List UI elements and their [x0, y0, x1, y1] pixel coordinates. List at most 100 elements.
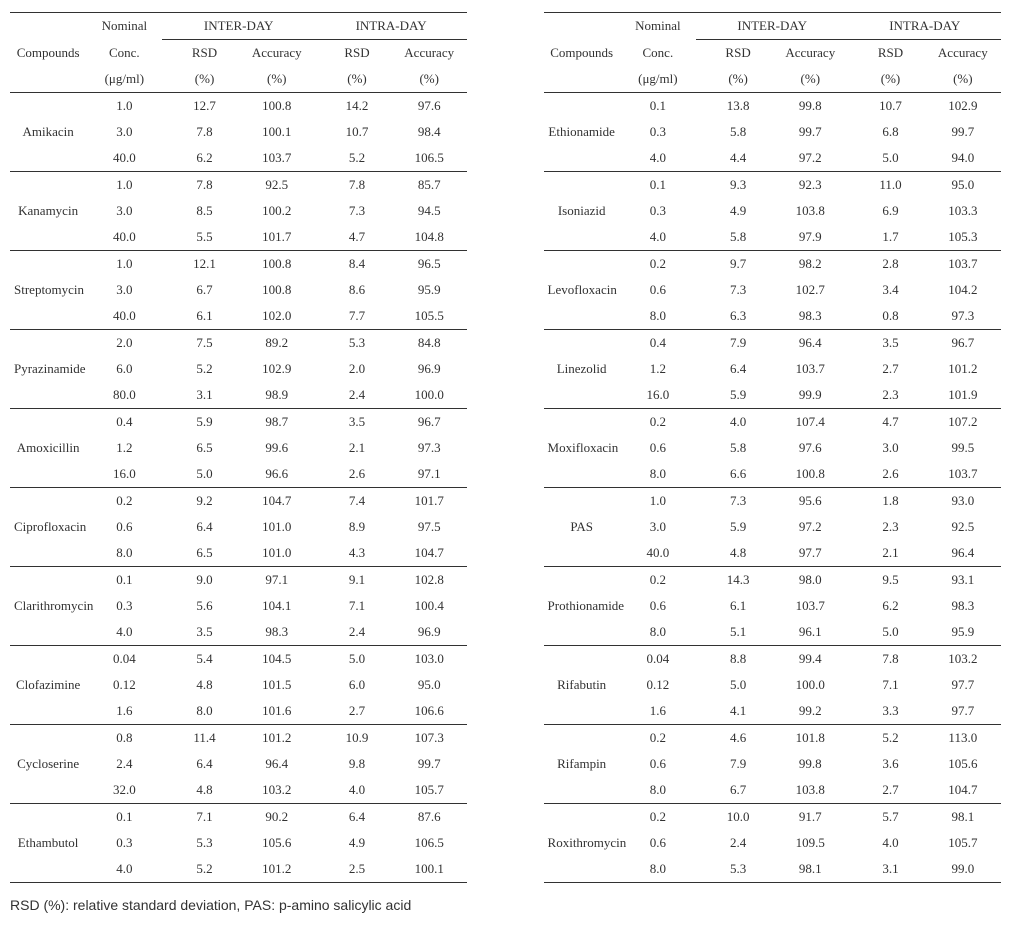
intra-rsd: 2.3 — [848, 382, 924, 409]
intra-rsd: 5.2 — [315, 145, 391, 172]
nominal-conc: 0.3 — [86, 593, 162, 619]
column-gap — [467, 224, 543, 251]
column-gap — [467, 172, 543, 199]
table-row: 0.35.6104.17.1100.40.66.1103.76.298.3 — [10, 593, 1001, 619]
h-nominal-l3-left: (μg/ml) — [86, 66, 162, 93]
nominal-conc: 0.04 — [86, 646, 162, 673]
intra-accuracy: 102.9 — [925, 93, 1001, 120]
intra-rsd: 6.9 — [848, 198, 924, 224]
nominal-conc: 0.2 — [86, 488, 162, 515]
nominal-conc: 40.0 — [86, 224, 162, 251]
column-gap — [467, 646, 543, 673]
column-gap — [467, 514, 543, 540]
intra-accuracy: 84.8 — [391, 330, 467, 357]
inter-accuracy: 100.8 — [239, 277, 315, 303]
intra-rsd: 5.0 — [315, 646, 391, 673]
intra-rsd: 3.0 — [848, 435, 924, 461]
column-gap — [467, 830, 543, 856]
inter-accuracy: 101.8 — [772, 725, 848, 752]
intra-accuracy: 95.9 — [391, 277, 467, 303]
inter-rsd: 7.5 — [162, 330, 238, 357]
intra-rsd: 3.5 — [315, 409, 391, 436]
inter-rsd: 7.9 — [696, 751, 772, 777]
inter-accuracy: 98.9 — [239, 382, 315, 409]
h-inter-left: INTER-DAY — [162, 13, 314, 40]
inter-accuracy: 99.9 — [772, 382, 848, 409]
table-row: 0.35.3105.64.9106.50.62.4109.54.0105.7 — [10, 830, 1001, 856]
intra-rsd: 2.1 — [848, 540, 924, 567]
table-row: Streptomycin1.012.1100.88.496.5Levofloxa… — [10, 251, 1001, 278]
inter-accuracy: 99.8 — [772, 93, 848, 120]
inter-rsd: 12.7 — [162, 93, 238, 120]
nominal-conc: 8.0 — [620, 461, 696, 488]
intra-accuracy: 97.7 — [925, 698, 1001, 725]
inter-rsd: 9.7 — [696, 251, 772, 278]
h-rsd-l1-right-intra: RSD — [848, 40, 924, 67]
intra-accuracy: 104.2 — [925, 277, 1001, 303]
intra-rsd: 2.6 — [848, 461, 924, 488]
intra-accuracy: 103.0 — [391, 646, 467, 673]
intra-accuracy: 96.7 — [925, 330, 1001, 357]
inter-accuracy: 98.0 — [772, 567, 848, 594]
inter-accuracy: 104.5 — [239, 646, 315, 673]
intra-rsd: 5.3 — [315, 330, 391, 357]
intra-rsd: 6.0 — [315, 672, 391, 698]
intra-accuracy: 104.7 — [391, 540, 467, 567]
inter-accuracy: 103.8 — [772, 777, 848, 804]
intra-rsd: 4.0 — [848, 830, 924, 856]
inter-accuracy: 89.2 — [239, 330, 315, 357]
intra-rsd: 2.4 — [315, 619, 391, 646]
intra-accuracy: 97.6 — [391, 93, 467, 120]
nominal-conc: 1.0 — [620, 488, 696, 515]
h-nominal-l1-right: Nominal — [620, 13, 696, 40]
intra-accuracy: 101.9 — [925, 382, 1001, 409]
table-row: Amikacin1.012.7100.814.297.6Ethionamide0… — [10, 93, 1001, 120]
column-gap — [467, 488, 543, 515]
nominal-conc: 0.12 — [86, 672, 162, 698]
nominal-conc: 0.3 — [86, 830, 162, 856]
inter-accuracy: 97.7 — [772, 540, 848, 567]
inter-accuracy: 105.6 — [239, 830, 315, 856]
inter-rsd: 4.8 — [162, 672, 238, 698]
inter-rsd: 4.4 — [696, 145, 772, 172]
nominal-conc: 8.0 — [86, 540, 162, 567]
intra-accuracy: 103.7 — [925, 251, 1001, 278]
intra-rsd: 5.2 — [848, 725, 924, 752]
h-rsd-l1-left-intra: RSD — [315, 40, 391, 67]
intra-accuracy: 103.7 — [925, 461, 1001, 488]
inter-accuracy: 97.9 — [772, 224, 848, 251]
intra-rsd: 4.9 — [315, 830, 391, 856]
inter-rsd: 5.9 — [696, 382, 772, 409]
nominal-conc: 0.8 — [86, 725, 162, 752]
column-gap — [467, 751, 543, 777]
compound-name: Ethionamide — [544, 93, 620, 172]
intra-accuracy: 99.0 — [925, 856, 1001, 883]
table-row: Kanamycin1.07.892.57.885.7Isoniazid0.19.… — [10, 172, 1001, 199]
compound-name: Pyrazinamide — [10, 330, 86, 409]
inter-accuracy: 104.1 — [239, 593, 315, 619]
nominal-conc: 0.1 — [86, 567, 162, 594]
intra-rsd: 3.3 — [848, 698, 924, 725]
compound-name: Cycloserine — [10, 725, 86, 804]
inter-rsd: 6.6 — [696, 461, 772, 488]
intra-accuracy: 105.7 — [925, 830, 1001, 856]
h-intra-left: INTRA-DAY — [315, 13, 467, 40]
nominal-conc: 1.6 — [620, 698, 696, 725]
intra-rsd: 2.7 — [848, 356, 924, 382]
inter-accuracy: 101.5 — [239, 672, 315, 698]
nominal-conc: 2.4 — [86, 751, 162, 777]
table-row: Cycloserine0.811.4101.210.9107.3Rifampin… — [10, 725, 1001, 752]
h-rsd-l2-right-inter: (%) — [696, 66, 772, 93]
intra-accuracy: 96.4 — [925, 540, 1001, 567]
intra-accuracy: 95.0 — [925, 172, 1001, 199]
inter-accuracy: 98.3 — [239, 619, 315, 646]
inter-rsd: 7.3 — [696, 488, 772, 515]
table-row: Clofazimine0.045.4104.55.0103.0Rifabutin… — [10, 646, 1001, 673]
inter-accuracy: 103.7 — [772, 356, 848, 382]
nominal-conc: 4.0 — [620, 224, 696, 251]
h-acc-l1-left-intra: Accuracy — [391, 40, 467, 67]
table-row: 40.06.1102.07.7105.58.06.398.30.897.3 — [10, 303, 1001, 330]
intra-accuracy: 100.1 — [391, 856, 467, 883]
inter-accuracy: 97.6 — [772, 435, 848, 461]
inter-accuracy: 103.8 — [772, 198, 848, 224]
